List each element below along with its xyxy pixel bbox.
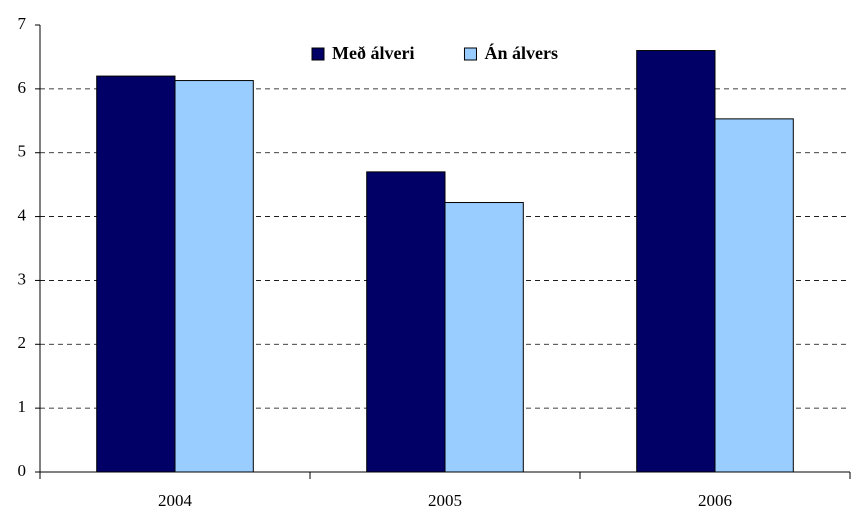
- x-tick-label: 2006: [698, 491, 732, 510]
- legend-label: Án álvers: [484, 42, 558, 63]
- y-tick-label: 6: [18, 78, 27, 97]
- legend-label: Með álveri: [332, 43, 414, 63]
- y-tick-label: 0: [18, 461, 27, 480]
- bar: [444, 202, 524, 473]
- y-tick-label: 5: [18, 142, 27, 161]
- bar: [636, 50, 716, 473]
- bar: [714, 118, 794, 473]
- y-tick-label: 4: [18, 205, 27, 224]
- legend-swatch: [463, 47, 477, 61]
- bar: [96, 75, 176, 473]
- legend: Með álveri Án álvers: [311, 42, 558, 63]
- y-tick-label: 1: [18, 397, 27, 416]
- y-tick-label: 7: [18, 14, 27, 33]
- bar: [174, 80, 254, 473]
- bar: [366, 171, 446, 473]
- legend-swatch: [311, 47, 325, 61]
- y-tick-label: 3: [18, 269, 27, 288]
- x-tick-label: 2005: [428, 491, 462, 510]
- y-tick-label: 2: [18, 333, 27, 352]
- x-tick-label: 2004: [158, 491, 193, 510]
